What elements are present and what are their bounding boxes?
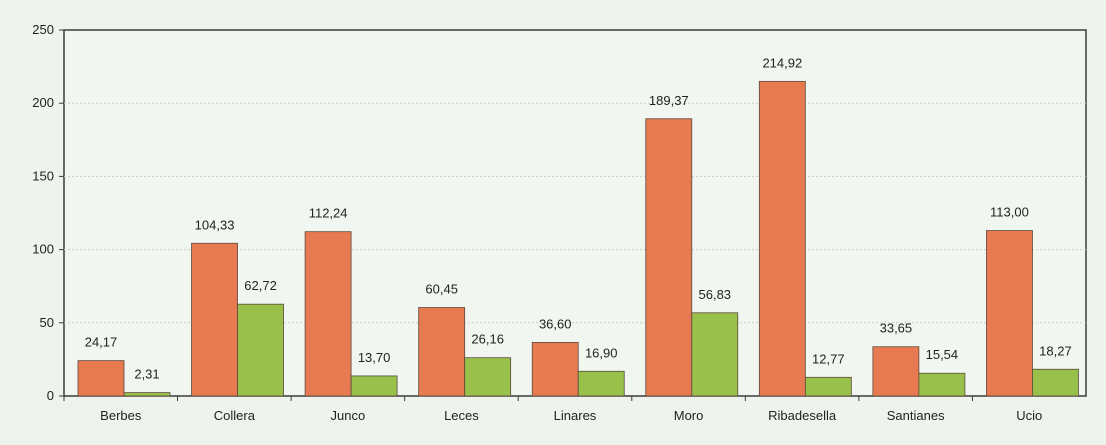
y-tick-label: 200 (32, 95, 54, 110)
bar (304, 231, 352, 397)
category-label: Junco (331, 408, 366, 423)
data-label: 189,37 (649, 93, 689, 108)
bar (1032, 368, 1079, 397)
data-label: 62,72 (244, 278, 277, 293)
data-label: 214,92 (762, 55, 802, 70)
category-label: Moro (674, 408, 704, 423)
bar (986, 230, 1033, 397)
bar (350, 375, 398, 397)
data-label: 56,83 (699, 287, 732, 302)
category-label: Linares (554, 408, 597, 423)
data-label: 33,65 (880, 321, 913, 336)
y-tick-label: 250 (32, 22, 54, 37)
bar (531, 342, 579, 397)
category-label: Ribadesella (768, 408, 837, 423)
data-label: 18,27 (1039, 343, 1072, 358)
bar (645, 118, 693, 397)
bar (418, 307, 466, 397)
bar (77, 360, 125, 397)
bar (237, 303, 284, 397)
data-labels: 24,17 2,31 104,33 62,72 112,24 13,70 60,45 26,1… (85, 55, 1072, 381)
data-label: 16,90 (585, 345, 618, 360)
y-axis: 0 50 100 150 200 250 (32, 22, 64, 403)
data-label: 2,31 (134, 367, 159, 382)
category-label: Collera (214, 408, 256, 423)
data-label: 113,00 (990, 205, 1029, 220)
category-label: Ucio (1016, 408, 1042, 423)
data-label: 104,33 (195, 217, 235, 232)
data-label: 13,70 (358, 350, 391, 365)
y-tick-label: 150 (32, 168, 54, 183)
bars (77, 80, 1079, 397)
data-label: 15,54 (926, 347, 959, 362)
data-label: 36,60 (539, 316, 572, 331)
data-label: 24,17 (85, 335, 118, 350)
x-axis: Berbes Collera Junco Leces Linares Moro Ribade… (63, 396, 1042, 423)
y-tick-label: 100 (32, 242, 54, 257)
data-label: 12,77 (812, 351, 845, 366)
bar (758, 80, 806, 397)
bar (872, 346, 920, 397)
data-label: 112,24 (309, 206, 348, 221)
bar (804, 376, 852, 397)
bar (691, 312, 739, 397)
category-label: Santianes (887, 408, 945, 423)
category-label: Berbes (100, 408, 142, 423)
bar (191, 242, 238, 397)
y-tick-label: 50 (40, 315, 54, 330)
bar (577, 370, 625, 397)
y-tick-label: 0 (47, 388, 54, 403)
data-label: 26,16 (471, 332, 504, 347)
category-label: Leces (444, 408, 479, 423)
bar (123, 392, 171, 397)
bar (918, 372, 966, 397)
data-label: 60,45 (425, 282, 458, 297)
bar (464, 357, 512, 397)
